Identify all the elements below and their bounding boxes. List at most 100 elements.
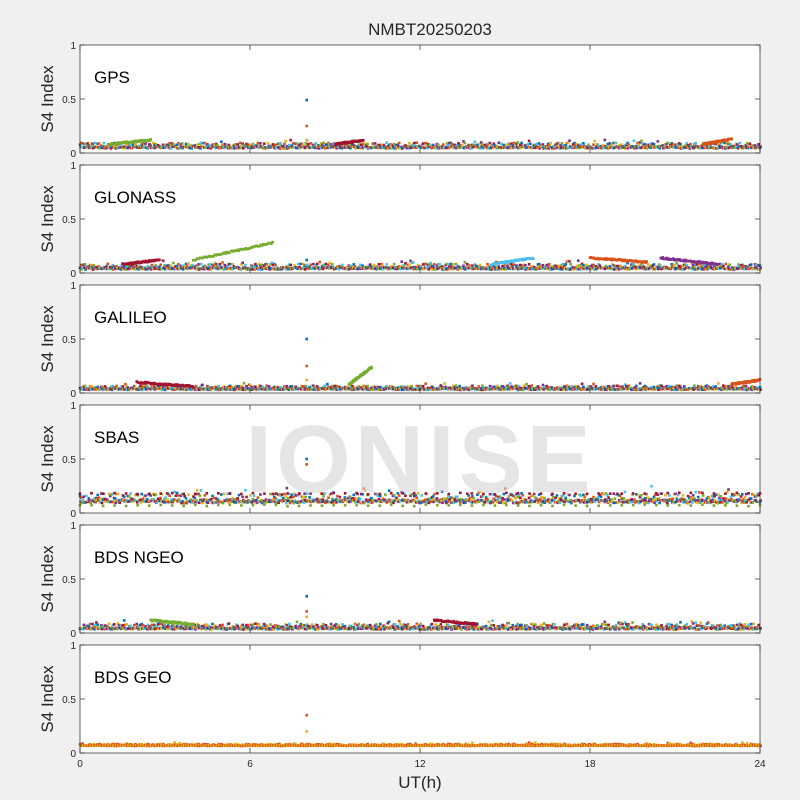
- data-point: [548, 263, 551, 266]
- data-point: [292, 501, 296, 505]
- data-point: [207, 385, 210, 389]
- data-point: [436, 145, 439, 148]
- data-point: [110, 267, 113, 271]
- data-point: [427, 501, 431, 505]
- data-point: [599, 495, 603, 499]
- data-point: [453, 497, 456, 501]
- data-point: [302, 501, 306, 504]
- data-point: [294, 385, 297, 388]
- data-point: [637, 143, 641, 146]
- data-point: [496, 500, 499, 504]
- data-point: [105, 264, 108, 268]
- data-point: [494, 498, 497, 502]
- data-point: [131, 500, 134, 503]
- data-point: [635, 384, 638, 388]
- data-point: [154, 263, 157, 267]
- data-point: [650, 386, 653, 389]
- data-point: [424, 262, 427, 266]
- data-point: [377, 263, 381, 266]
- data-point: [505, 143, 508, 147]
- data-point: [412, 498, 415, 502]
- scatter-points: [78, 337, 762, 392]
- data-point: [616, 384, 619, 388]
- data-point: [396, 386, 400, 389]
- data-point: [759, 266, 762, 270]
- data-point: [91, 142, 94, 146]
- data-point: [635, 144, 638, 148]
- data-point: [300, 384, 304, 388]
- data-point: [538, 147, 542, 150]
- data-point: [730, 385, 734, 388]
- data-point: [240, 500, 244, 504]
- data-point: [351, 384, 354, 388]
- data-point: [88, 266, 91, 270]
- data-point: [748, 263, 752, 267]
- data-point: [404, 499, 408, 502]
- data-point: [697, 499, 700, 502]
- data-point: [587, 143, 590, 147]
- data-point: [169, 144, 173, 148]
- data-point: [602, 493, 605, 496]
- feature-point: [228, 251, 231, 254]
- data-point: [742, 146, 746, 150]
- data-point: [737, 263, 740, 266]
- y-tick-label: 0.5: [62, 335, 76, 346]
- data-point: [124, 145, 127, 148]
- data-point: [92, 386, 96, 389]
- data-point: [145, 266, 149, 270]
- data-point: [527, 263, 531, 266]
- data-point: [356, 387, 360, 391]
- data-point: [441, 146, 444, 150]
- data-point: [83, 263, 87, 266]
- data-point: [540, 495, 543, 499]
- data-point: [237, 501, 240, 504]
- data-point: [529, 386, 532, 389]
- data-point: [717, 267, 721, 270]
- feature-point: [209, 255, 213, 258]
- data-point: [167, 264, 170, 267]
- data-point: [80, 268, 84, 271]
- data-point: [97, 496, 101, 500]
- data-point: [477, 500, 481, 503]
- data-point: [407, 145, 410, 148]
- data-point: [236, 497, 239, 500]
- data-point: [467, 388, 471, 391]
- data-point: [636, 499, 640, 503]
- data-point: [425, 145, 429, 148]
- feature-point: [109, 143, 113, 147]
- data-point: [383, 498, 386, 502]
- feature-point: [730, 137, 733, 141]
- data-point: [361, 264, 364, 267]
- data-point: [553, 499, 556, 502]
- data-point: [343, 496, 347, 499]
- data-point: [604, 388, 607, 392]
- data-point: [606, 501, 610, 504]
- data-point: [346, 266, 349, 269]
- data-point: [331, 263, 334, 266]
- data-point: [241, 495, 244, 499]
- data-point: [392, 501, 395, 505]
- data-point: [353, 498, 356, 502]
- data-point: [507, 142, 511, 145]
- data-point: [560, 263, 564, 267]
- data-point: [411, 266, 414, 269]
- data-point: [642, 385, 646, 389]
- data-point: [363, 142, 367, 145]
- data-point: [445, 142, 449, 145]
- data-point: [596, 498, 600, 502]
- data-point: [318, 260, 321, 264]
- data-point: [144, 500, 148, 503]
- data-point: [332, 142, 335, 145]
- data-point: [179, 494, 183, 497]
- data-point: [310, 384, 314, 388]
- data-point: [83, 384, 87, 388]
- data-point: [739, 144, 743, 148]
- data-point: [594, 500, 597, 503]
- data-point: [488, 384, 492, 388]
- data-point: [626, 141, 629, 145]
- data-point: [368, 266, 371, 269]
- data-point: [327, 266, 331, 270]
- data-point: [512, 263, 516, 266]
- data-point: [353, 144, 357, 148]
